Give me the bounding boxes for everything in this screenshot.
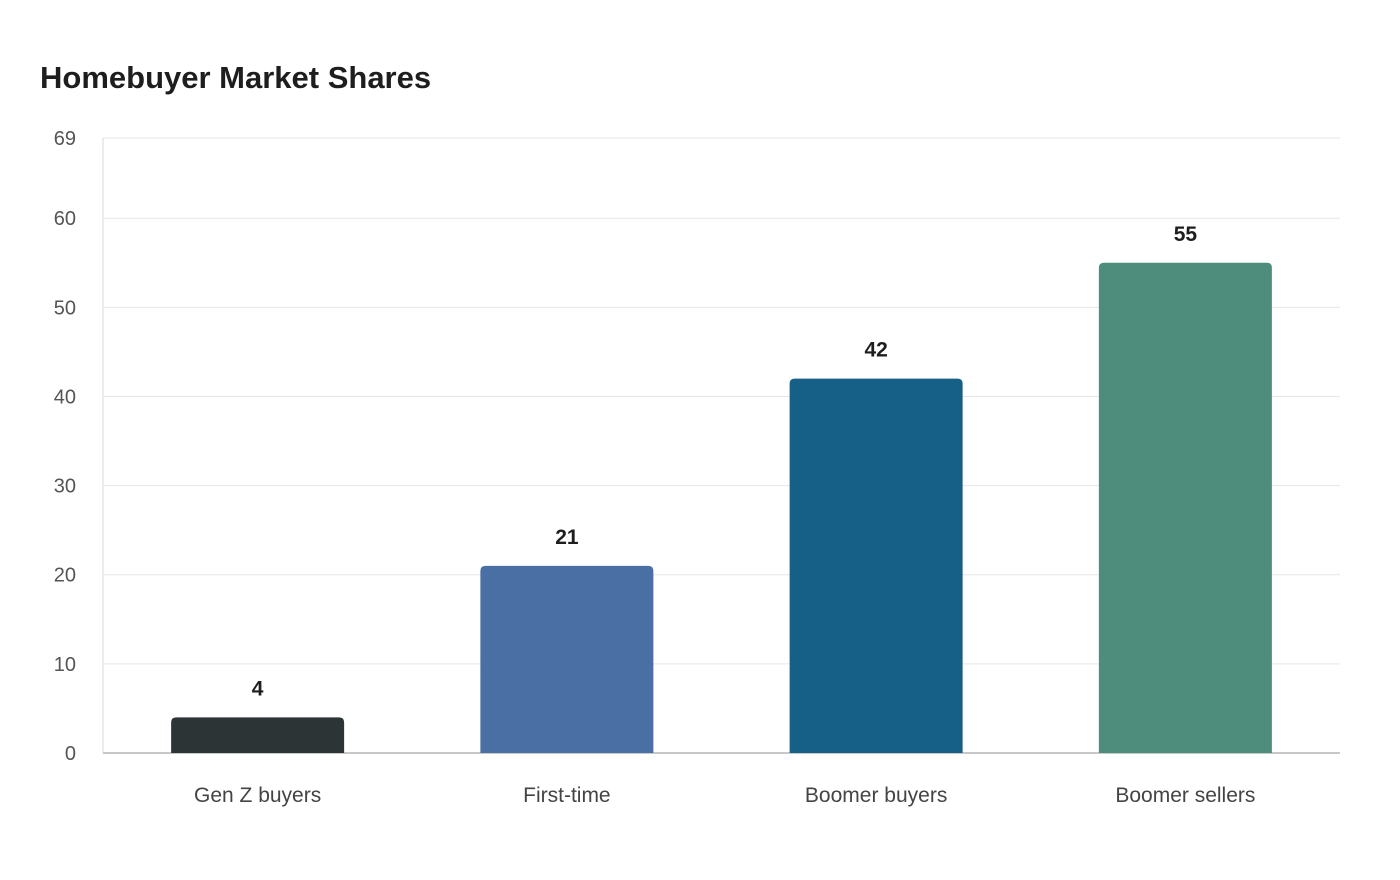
y-tick-label: 30: [54, 476, 76, 498]
bar-gen-z-buyers: [171, 717, 345, 753]
x-tick-label: Boomer buyers: [805, 784, 947, 807]
bars: [171, 262, 1272, 753]
y-tick-label: 40: [54, 386, 76, 408]
y-tick-label: 50: [54, 297, 76, 319]
y-tick-label: 69: [54, 128, 76, 150]
y-tick-labels: 0 10 20 30 40 50 60 69: [54, 128, 76, 765]
data-label: 55: [1174, 223, 1198, 246]
data-label: 21: [555, 526, 579, 549]
bar-boomer-buyers: [789, 378, 963, 753]
y-tick-label: 60: [54, 208, 76, 230]
y-tick-label: 20: [54, 565, 76, 587]
y-tick-label: 10: [54, 654, 76, 676]
x-tick-label: First-time: [523, 784, 611, 807]
x-tick-label: Gen Z buyers: [194, 784, 321, 807]
x-tick-label: Boomer sellers: [1115, 784, 1255, 807]
category-labels: Gen Z buyers First-time Boomer buyers Boome…: [194, 784, 1255, 807]
data-label: 42: [864, 339, 887, 362]
grid-lines: [103, 137, 1340, 665]
y-tick-label: 0: [65, 743, 76, 765]
chart-title: Homebuyer Market Shares: [40, 60, 432, 95]
data-label: 4: [252, 677, 264, 700]
bar-first-time: [480, 565, 654, 753]
bar-boomer-sellers: [1098, 262, 1272, 753]
data-labels: 4 21 42 55: [252, 223, 1198, 701]
